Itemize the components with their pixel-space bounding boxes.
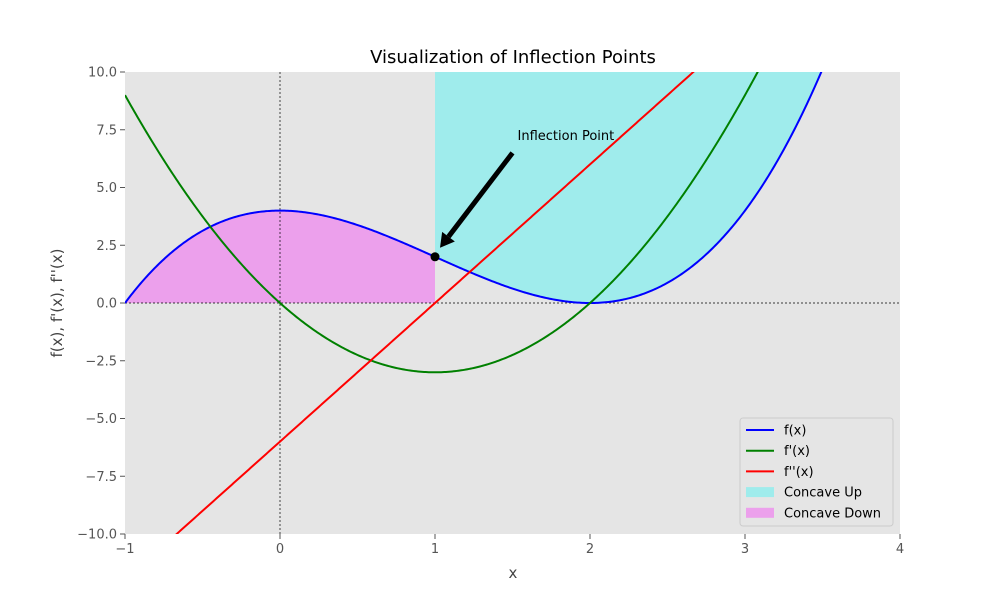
legend: f(x) f'(x) f''(x) Concave Up Concave Down: [739, 417, 894, 527]
inflection-marker: [430, 252, 440, 262]
inflection-point-marker: [430, 252, 440, 262]
annotation-label: Inflection Point: [518, 129, 615, 144]
reference-lines: [125, 72, 900, 534]
annotation: Inflection Point: [440, 129, 614, 248]
concave-up-area: [435, 72, 900, 303]
annotation-arrowhead: [440, 231, 455, 248]
legend-item-concave-up-swatch: [746, 487, 774, 498]
y-axis-ticks: −10.0 −7.5 −5.0 −2.5 0.0 2.5 5.0 7.5 10.0: [77, 66, 125, 543]
fp-x-line: [125, 72, 759, 374]
f-x-line: [125, 72, 823, 305]
legend-item-fp-x-label: f'(x): [784, 444, 810, 459]
y-axis-label: f(x), f'(x), f''(x): [48, 248, 66, 357]
annotation-arrow-shaft: [446, 151, 515, 239]
x-axis-ticks: −1 0 1 2 3 4: [115, 534, 904, 557]
y-tick-label: −10.0: [77, 528, 117, 543]
x-tick-label: −1: [115, 542, 134, 557]
y-tick-label: −2.5: [85, 354, 117, 369]
y-tick-label: −7.5: [85, 470, 117, 485]
x-tick-label: 4: [896, 542, 904, 557]
legend-item-f-x-label: f(x): [784, 424, 806, 439]
x-tick-label: 1: [431, 542, 439, 557]
x-axis-label: x: [509, 564, 518, 582]
legend-box: [739, 417, 894, 527]
y-tick-label: 5.0: [96, 181, 117, 196]
y-tick-label: 0.0: [96, 297, 117, 312]
x-tick-label: 0: [276, 542, 284, 557]
legend-item-concave-down-swatch: [746, 507, 774, 518]
x-tick-label: 3: [741, 542, 749, 557]
legend-item-concave-up-label: Concave Up: [784, 486, 862, 501]
y-tick-label: 10.0: [88, 66, 117, 81]
x-tick-label: 2: [586, 542, 594, 557]
fpp-x-line: [175, 72, 695, 534]
legend-item-concave-down-label: Concave Down: [784, 506, 881, 521]
chart-title: Visualization of Inflection Points: [370, 47, 656, 68]
y-tick-label: 2.5: [96, 239, 117, 254]
legend-item-fpp-x-label: f''(x): [784, 465, 814, 480]
series-lines: [125, 72, 823, 534]
y-tick-label: −5.0: [85, 412, 117, 427]
y-tick-label: 7.5: [96, 123, 117, 138]
